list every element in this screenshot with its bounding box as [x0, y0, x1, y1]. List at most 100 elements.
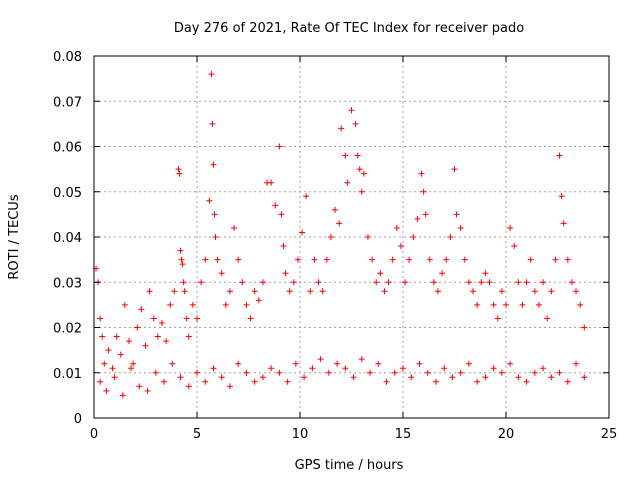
data-point — [222, 301, 229, 308]
data-point — [178, 256, 185, 263]
data-points — [93, 71, 588, 399]
data-point — [556, 152, 563, 159]
data-point — [180, 279, 187, 286]
data-point — [416, 360, 423, 367]
data-point — [507, 224, 514, 231]
data-point — [332, 206, 339, 213]
data-point — [474, 378, 481, 385]
data-point — [519, 301, 526, 308]
y-tick-label: 0.02 — [53, 322, 82, 337]
data-point — [375, 360, 382, 367]
data-point — [105, 347, 112, 354]
data-point — [336, 220, 343, 227]
data-point — [161, 378, 168, 385]
data-point — [226, 288, 233, 295]
data-point — [121, 301, 128, 308]
data-point — [154, 333, 161, 340]
data-point — [548, 288, 555, 295]
data-point — [531, 288, 538, 295]
data-point — [540, 365, 547, 372]
data-point — [276, 143, 283, 150]
data-point — [344, 179, 351, 186]
data-point — [424, 369, 431, 376]
data-point — [356, 166, 363, 173]
data-point — [301, 374, 308, 381]
x-tick-label: 15 — [395, 427, 412, 442]
data-point — [167, 301, 174, 308]
data-point — [581, 374, 588, 381]
data-point — [109, 365, 116, 372]
data-point — [231, 224, 238, 231]
data-point — [214, 256, 221, 263]
data-point — [453, 211, 460, 218]
data-point — [208, 71, 215, 78]
data-point — [97, 315, 104, 322]
data-point — [408, 374, 415, 381]
x-tick-labels: 0 5 10 15 20 25 — [90, 427, 617, 442]
data-point — [544, 315, 551, 322]
data-point — [280, 243, 287, 250]
data-point — [138, 306, 145, 313]
data-point — [447, 234, 454, 240]
data-point — [406, 256, 413, 263]
data-point — [391, 369, 398, 376]
data-point — [239, 279, 246, 286]
data-point — [315, 279, 322, 286]
data-point — [527, 256, 534, 263]
data-point — [268, 365, 275, 372]
data-point — [278, 211, 285, 218]
data-point — [422, 211, 429, 218]
data-point — [400, 365, 406, 372]
data-point — [181, 288, 188, 295]
data-point — [189, 301, 196, 308]
data-point — [117, 351, 124, 358]
data-point — [490, 365, 497, 372]
data-point — [163, 338, 170, 345]
y-tick-label: 0.08 — [53, 50, 82, 65]
data-point — [179, 261, 186, 268]
data-point — [486, 279, 493, 286]
data-point — [474, 301, 481, 308]
data-point — [202, 256, 209, 263]
x-tick-label: 20 — [498, 427, 515, 442]
data-point — [311, 256, 318, 263]
data-point — [348, 107, 355, 114]
data-point — [465, 279, 472, 286]
data-point — [290, 279, 297, 286]
data-point — [350, 374, 357, 381]
data-point — [515, 374, 522, 381]
data-point — [255, 297, 262, 304]
x-tick-label: 10 — [292, 427, 309, 442]
data-point — [119, 392, 126, 399]
data-point — [556, 369, 563, 376]
data-point — [97, 378, 104, 385]
data-point — [259, 374, 266, 381]
data-point — [243, 301, 250, 308]
grid-lines — [94, 56, 609, 418]
y-axis-label: ROTI / TECUs — [7, 194, 22, 279]
data-point — [194, 369, 200, 376]
data-point — [284, 378, 291, 385]
axis-ticks — [93, 55, 610, 419]
data-point — [128, 365, 135, 372]
data-point — [272, 202, 279, 209]
data-point — [286, 288, 293, 295]
data-point — [441, 365, 448, 372]
y-tick-label: 0.01 — [53, 367, 82, 382]
data-point — [369, 256, 376, 263]
data-point — [420, 188, 427, 195]
data-point — [503, 301, 509, 308]
data-point — [303, 193, 310, 200]
data-point — [325, 369, 332, 376]
data-point — [498, 288, 505, 295]
data-point — [342, 365, 349, 372]
data-point — [410, 234, 417, 240]
data-point — [461, 256, 468, 263]
data-point — [235, 360, 242, 367]
x-tick-label: 5 — [193, 427, 201, 442]
data-point — [490, 301, 497, 308]
data-point — [552, 256, 559, 263]
y-tick-label: 0 — [74, 412, 82, 427]
data-point — [136, 383, 143, 390]
